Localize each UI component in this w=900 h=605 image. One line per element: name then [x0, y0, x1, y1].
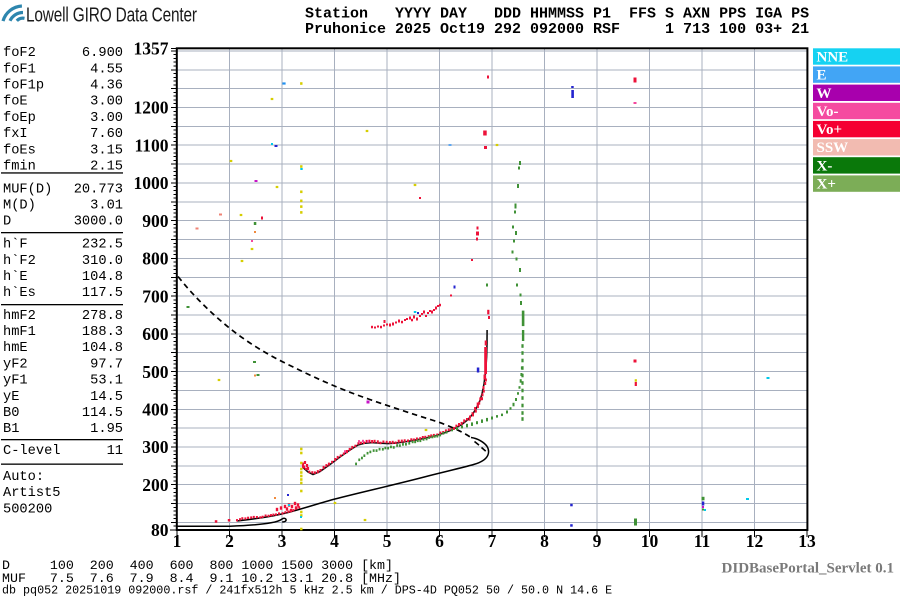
svg-text:1: 1 — [173, 531, 182, 551]
svg-text:D: D — [3, 215, 11, 230]
svg-text:3.15: 3.15 — [90, 143, 123, 158]
svg-text:400: 400 — [142, 400, 169, 420]
svg-text:8: 8 — [540, 531, 549, 551]
svg-text:14.5: 14.5 — [90, 390, 123, 405]
svg-text:3.00: 3.00 — [90, 111, 123, 126]
svg-text:h`F: h`F — [3, 238, 28, 253]
svg-text:900: 900 — [142, 211, 169, 231]
svg-text:104.8: 104.8 — [82, 341, 123, 356]
svg-text:310.0: 310.0 — [82, 254, 123, 269]
svg-text:500: 500 — [142, 362, 169, 382]
svg-text:4.55: 4.55 — [90, 62, 123, 77]
svg-text:SSW: SSW — [817, 140, 849, 156]
svg-text:Vo-: Vo- — [817, 104, 839, 120]
svg-text:foF1p: foF1p — [3, 79, 44, 94]
svg-text:800: 800 — [142, 249, 169, 269]
svg-text:yF2: yF2 — [3, 357, 28, 372]
svg-text:300: 300 — [142, 437, 169, 457]
svg-text:D 100 200 400 600 800: D 100 200 400 600 800 1000 1500 3000 [km… — [2, 558, 393, 573]
svg-text:4.36: 4.36 — [90, 79, 123, 94]
svg-text:hmF2: hmF2 — [3, 309, 36, 324]
svg-text:117.5: 117.5 — [82, 286, 123, 301]
svg-text:E: E — [817, 68, 827, 84]
svg-text:700: 700 — [142, 286, 169, 306]
svg-text:1357: 1357 — [134, 39, 169, 59]
svg-text:12: 12 — [746, 531, 764, 551]
svg-text:X+: X+ — [817, 177, 836, 193]
svg-text:278.8: 278.8 — [82, 309, 123, 324]
svg-text:13: 13 — [798, 531, 816, 551]
svg-text:hmF1: hmF1 — [3, 325, 36, 340]
svg-text:232.5: 232.5 — [82, 238, 123, 253]
svg-text:3.00: 3.00 — [90, 95, 123, 110]
svg-text:Vo+: Vo+ — [817, 122, 843, 138]
svg-text:9: 9 — [593, 531, 602, 551]
svg-text:7.60: 7.60 — [90, 127, 123, 142]
svg-text:DIDBasePortal_Servlet 0.1: DIDBasePortal_Servlet 0.1 — [722, 561, 894, 577]
svg-text:C-level: C-level — [3, 444, 61, 459]
svg-text:1100: 1100 — [134, 135, 168, 155]
svg-text:NNE: NNE — [817, 50, 849, 66]
svg-text:53.1: 53.1 — [90, 374, 123, 389]
svg-text:foF1: foF1 — [3, 62, 36, 77]
svg-text:1.95: 1.95 — [90, 422, 123, 437]
svg-text:4: 4 — [330, 531, 339, 551]
svg-text:6.900: 6.900 — [82, 46, 123, 61]
svg-text:Artist5: Artist5 — [3, 486, 61, 501]
svg-text:yE: yE — [3, 390, 19, 405]
svg-text:hmE: hmE — [3, 341, 28, 356]
svg-text:188.3: 188.3 — [82, 325, 123, 340]
svg-text:X-: X- — [817, 158, 833, 174]
svg-text:2: 2 — [225, 531, 234, 551]
svg-text:5: 5 — [383, 531, 392, 551]
svg-text:B1: B1 — [3, 422, 19, 437]
svg-text:20.773: 20.773 — [74, 182, 123, 197]
svg-text:7: 7 — [488, 531, 497, 551]
svg-text:yF1: yF1 — [3, 374, 28, 389]
svg-text:Station YYYY DAY DDD HHMMS: Station YYYY DAY DDD HHMMSS P1 FFS S AXN… — [305, 5, 809, 22]
svg-text:h`F2: h`F2 — [3, 254, 36, 269]
svg-text:114.5: 114.5 — [82, 406, 123, 421]
svg-text:foF2: foF2 — [3, 46, 36, 61]
svg-text:2.15: 2.15 — [90, 160, 123, 175]
svg-text:MUF 7.5 7.6 7.9 8.4 9.1: MUF 7.5 7.6 7.9 8.4 9.1 10.2 13.1 20.8 [… — [2, 571, 401, 586]
svg-text:h`Es: h`Es — [3, 286, 36, 301]
svg-text:M(D): M(D) — [3, 199, 36, 214]
svg-text:Lowell GIRO Data Center: Lowell GIRO Data Center — [26, 4, 197, 26]
svg-text:db pq052 20251019 092000.rsf /: db pq052 20251019 092000.rsf / 241fx512h… — [2, 583, 612, 597]
svg-text:MUF(D): MUF(D) — [3, 182, 52, 197]
svg-text:3.01: 3.01 — [90, 199, 123, 214]
svg-text:200: 200 — [142, 475, 169, 495]
svg-text:97.7: 97.7 — [90, 357, 123, 372]
svg-text:Auto:: Auto: — [3, 470, 44, 485]
svg-text:fxI: fxI — [3, 127, 28, 142]
svg-text:80: 80 — [151, 520, 169, 540]
svg-text:10: 10 — [641, 531, 659, 551]
svg-text:104.8: 104.8 — [82, 270, 123, 285]
svg-text:600: 600 — [142, 324, 169, 344]
svg-text:W: W — [817, 86, 832, 102]
svg-text:foEp: foEp — [3, 111, 36, 126]
svg-text:fmin: fmin — [3, 160, 36, 175]
svg-text:foE: foE — [3, 95, 28, 110]
svg-text:3000.0: 3000.0 — [74, 215, 123, 230]
svg-text:1000: 1000 — [134, 173, 169, 193]
svg-text:11: 11 — [107, 444, 123, 459]
svg-text:6: 6 — [435, 531, 444, 551]
svg-text:foEs: foEs — [3, 143, 36, 158]
svg-text:B0: B0 — [3, 406, 19, 421]
svg-text:500200: 500200 — [3, 502, 52, 517]
svg-text:3: 3 — [278, 531, 287, 551]
svg-text:h`E: h`E — [3, 270, 28, 285]
svg-text:1200: 1200 — [134, 98, 169, 118]
svg-text:Pruhonice 2025 Oct19 292 09200: Pruhonice 2025 Oct19 292 092000 RSF 1 71… — [305, 21, 809, 38]
svg-text:11: 11 — [694, 531, 711, 551]
